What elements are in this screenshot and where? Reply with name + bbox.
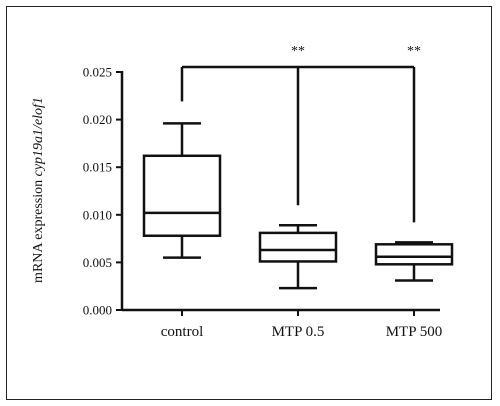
x-axis: control MTP 0.5 MTP 500 (122, 308, 443, 340)
x-tick-label: MTP 0.5 (272, 324, 325, 340)
figure-frame (6, 6, 492, 400)
y-tick-label: 0.010 (83, 207, 112, 222)
x-tick-label: MTP 500 (386, 324, 443, 340)
y-axis-label-text: mRNA expression (31, 176, 46, 283)
y-tick-label: 0.005 (83, 255, 112, 270)
box-mtp-500 (374, 241, 454, 282)
iqr-box (258, 231, 338, 263)
y-axis-label-gene: cyp19a1/elof1 (31, 97, 46, 176)
box-control (142, 122, 222, 259)
y-tick-label: 0.000 (83, 303, 112, 318)
significance-bracket: ** ** (180, 44, 421, 223)
boxes (142, 122, 454, 290)
y-tick-label: 0.025 (83, 65, 112, 80)
box-mtp-0-5 (258, 224, 338, 290)
y-tick-label: 0.020 (83, 112, 112, 127)
y-axis: 0.000 0.005 0.010 0.015 0.020 0.025 (83, 65, 124, 318)
significance-label: ** (291, 44, 305, 59)
iqr-box (374, 243, 454, 266)
y-axis-label: mRNA expression cyp19a1/elof1 (31, 97, 46, 283)
significance-label: ** (407, 44, 421, 59)
y-tick-label: 0.015 (83, 160, 112, 175)
iqr-box (142, 154, 222, 237)
x-tick-label: control (161, 324, 204, 340)
